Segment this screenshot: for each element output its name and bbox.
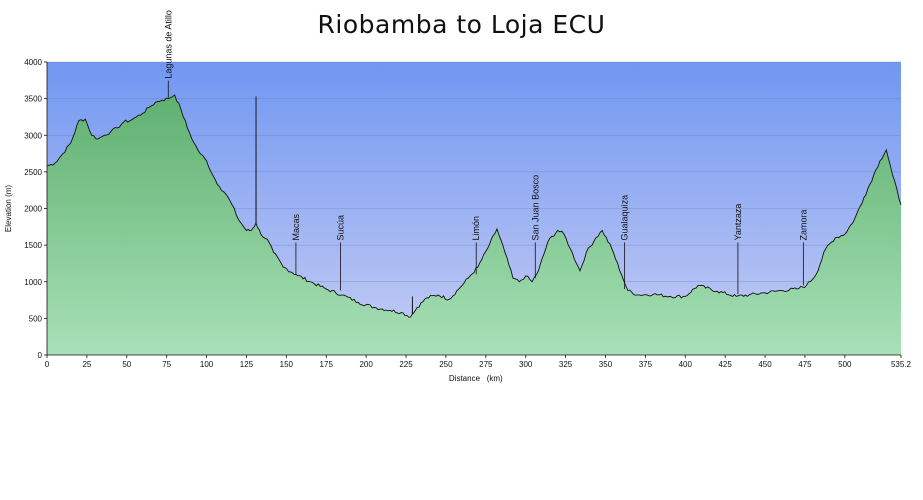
place-marker: Zamora: [798, 209, 808, 286]
x-tick-label: 275: [479, 360, 493, 369]
x-tick-label: 450: [758, 360, 772, 369]
place-marker: San Juan Bosco: [530, 175, 540, 279]
x-tick-label: 100: [200, 360, 214, 369]
axes: 0 500 1000 1500 2000 2500 3000 3500 4000 0 25 50 75 1…: [24, 58, 911, 369]
place-label: Sucúa: [336, 215, 346, 241]
x-tick-label: 425: [718, 360, 732, 369]
x-tick-label: 200: [359, 360, 373, 369]
x-tick-label: 175: [320, 360, 334, 369]
place-marker: Limón: [471, 216, 481, 275]
y-tick-label: 1000: [24, 278, 42, 287]
place-label: Zamora: [798, 209, 808, 240]
y-tick-label: 3500: [24, 95, 42, 104]
y-tick-label: 2000: [24, 205, 42, 214]
x-tick-label: 125: [240, 360, 254, 369]
y-axis-label: Elevation (m): [4, 185, 13, 232]
place-marker: Sucúa: [336, 215, 346, 291]
elevation-line: [46, 94, 902, 318]
x-tick-label: 300: [519, 360, 533, 369]
y-tick-label: 1500: [24, 241, 42, 250]
place-label: Macas: [291, 213, 301, 240]
x-axis-label: Distance (km): [449, 374, 503, 383]
y-tick-label: 0: [38, 351, 43, 360]
x-tick-label: 225: [399, 360, 413, 369]
x-tick-label: 250: [439, 360, 453, 369]
x-tick-label: 50: [122, 360, 131, 369]
place-marker: Macas: [291, 213, 301, 275]
place-label: Limón: [471, 216, 481, 241]
x-tick-label: 75: [162, 360, 171, 369]
y-tick-label: 2500: [24, 168, 42, 177]
place-label: Yantzaza: [733, 204, 743, 241]
place-label: Lagunas de Atillo: [163, 10, 173, 79]
place-marker: Lagunas de Atillo: [163, 10, 173, 99]
y-tick-label: 4000: [24, 58, 42, 67]
x-tick-label: 375: [639, 360, 653, 369]
chart-title: Riobamba to Loja ECU: [317, 10, 606, 39]
x-tick-label: 0: [45, 360, 50, 369]
x-tick-label: 535.2: [891, 360, 912, 369]
place-label: Gualaquiza: [620, 195, 630, 241]
x-tick-label: 400: [679, 360, 693, 369]
y-tick-label: 500: [29, 314, 43, 323]
place-label: San Juan Bosco: [530, 175, 540, 241]
place-marker: Gualaquiza: [620, 195, 630, 290]
elevation-area: [47, 94, 901, 356]
place-marker: Yantzaza: [733, 204, 743, 295]
x-tick-label: 500: [838, 360, 852, 369]
y-tick-label: 3000: [24, 131, 42, 140]
place-markers: Lagunas de Atillo Macas Sucúa Limón San Juan…: [163, 10, 808, 295]
x-tick-label: 25: [82, 360, 91, 369]
x-tick-label: 475: [798, 360, 812, 369]
x-tick-label: 150: [280, 360, 294, 369]
x-tick-label: 325: [559, 360, 573, 369]
x-tick-label: 350: [599, 360, 613, 369]
